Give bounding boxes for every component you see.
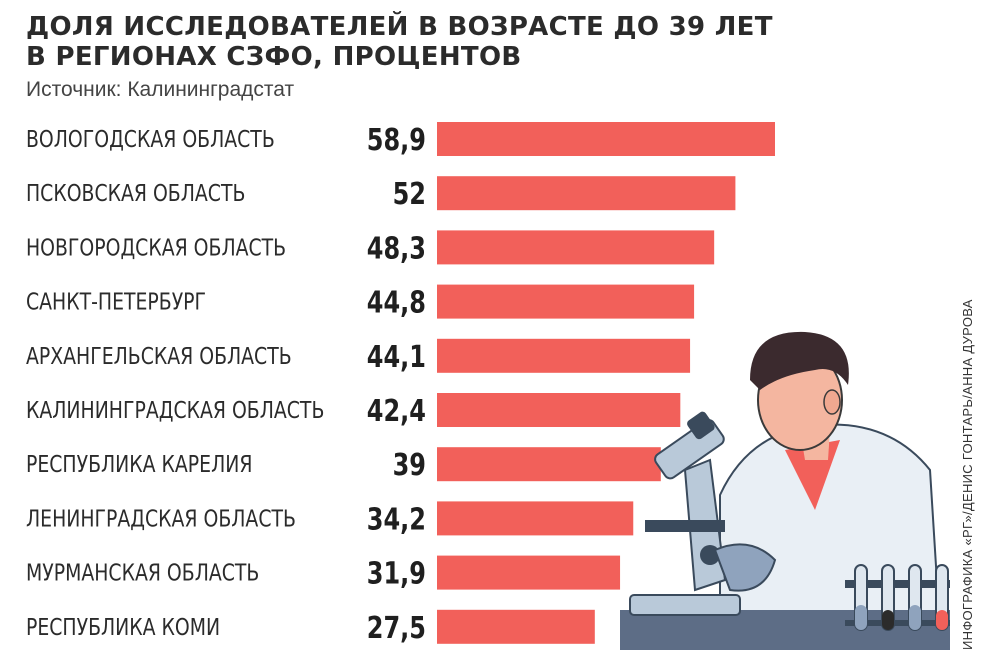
value-label: 42,4 (367, 394, 426, 428)
category-label: ЛЕНИНГРАДСКАЯ ОБЛАСТЬ (26, 505, 296, 532)
category-label: КАЛИНИНГРАДСКАЯ ОБЛАСТЬ (26, 396, 324, 423)
bar (437, 501, 634, 536)
category-label: МУРМАНСКАЯ ОБЛАСТЬ (26, 559, 259, 586)
chart-title-line-2: В РЕГИОНАХ СЗФО, ПРОЦЕНТОВ (26, 42, 522, 72)
chart-title-line-1: ДОЛЯ ИССЛЕДОВАТЕЛЕЙ В ВОЗРАСТЕ ДО 39 ЛЕТ (26, 12, 773, 42)
bar (437, 447, 661, 482)
category-label: ПСКОВСКАЯ ОБЛАСТЬ (26, 179, 245, 206)
value-label: 44,1 (367, 340, 426, 374)
value-label: 27,5 (367, 611, 426, 645)
value-label: 31,9 (367, 557, 426, 591)
category-label: НОВГОРОДСКАЯ ОБЛАСТЬ (26, 234, 286, 261)
bar (437, 230, 715, 265)
chart-title: ДОЛЯ ИССЛЕДОВАТЕЛЕЙ В ВОЗРАСТЕ ДО 39 ЛЕТ… (26, 12, 786, 72)
category-label: САНКТ-ПЕТЕРБУРГ (26, 288, 206, 315)
scientist-with-microscope-illustration (620, 331, 950, 650)
chart-source: Источник: Калининградстат (26, 78, 295, 101)
value-label: 34,2 (367, 503, 426, 537)
bar (437, 393, 681, 427)
value-label: 58,9 (367, 123, 426, 157)
category-label: АРХАНГЕЛЬСКАЯ ОБЛАСТЬ (26, 342, 292, 369)
bar (437, 284, 695, 319)
bar (437, 122, 775, 156)
bar (437, 609, 595, 644)
value-label: 44,8 (367, 286, 426, 320)
category-label: РЕСПУБЛИКА КАРЕЛИЯ (26, 450, 252, 477)
bar (437, 338, 691, 373)
value-label: 39 (393, 449, 426, 483)
value-label: 48,3 (367, 232, 426, 266)
value-label: 52 (393, 178, 426, 212)
chart-credit: ИНФОГРАФИКА «РГ»/ДЕНИС ГОНТАРЬ/АННА ДУРО… (960, 299, 975, 650)
category-label: РЕСПУБЛИКА КОМИ (26, 613, 220, 640)
bar (437, 555, 621, 590)
bar (437, 176, 736, 211)
category-label: ВОЛОГОДСКАЯ ОБЛАСТЬ (26, 125, 275, 152)
